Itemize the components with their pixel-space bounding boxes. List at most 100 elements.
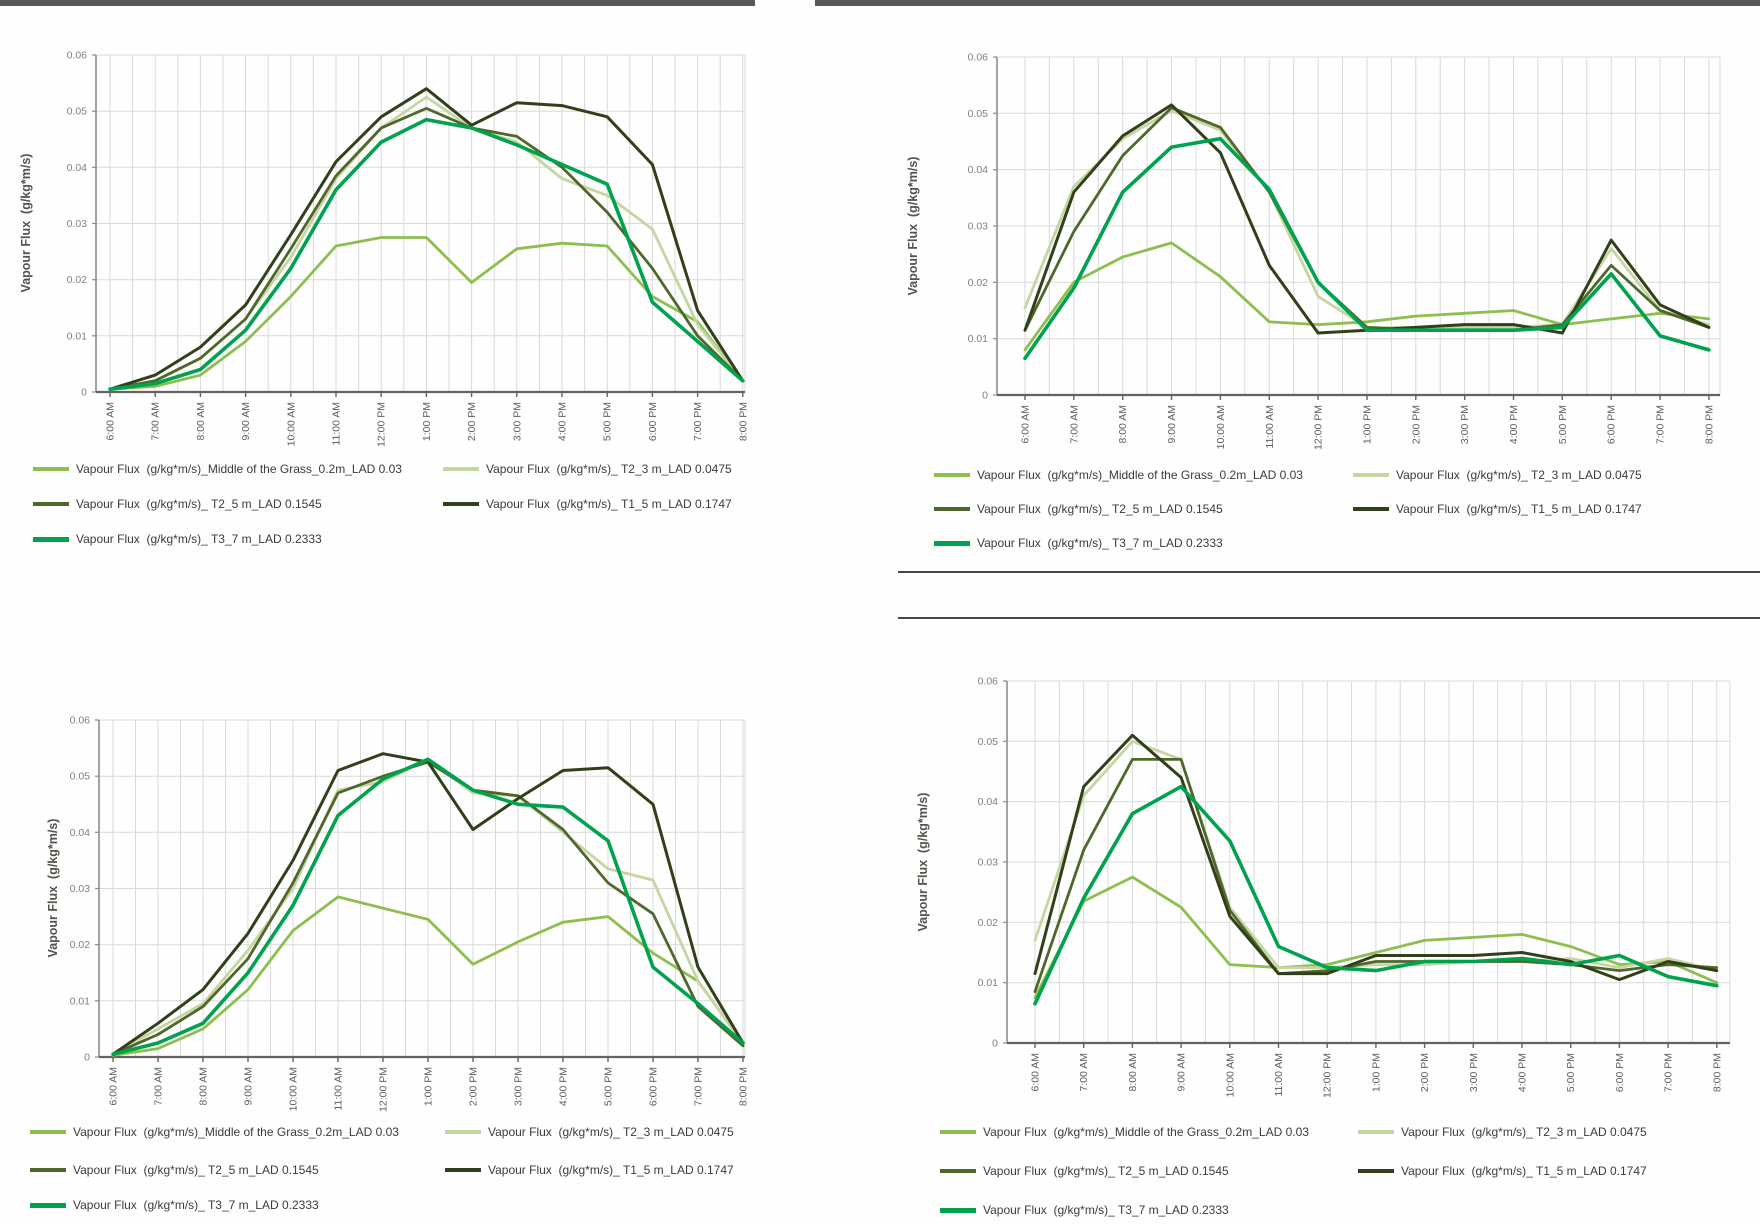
y-tick-label: 0.02	[978, 917, 999, 929]
legend-label: Vapour Flux (g/kg*m/s)_ T2_5 m_LAD 0.154…	[983, 1164, 1229, 1178]
x-tick-label: 9:00 AM	[1176, 1053, 1188, 1092]
legend-swatch	[33, 467, 69, 471]
x-tick-label: 4:00 PM	[558, 1067, 570, 1106]
x-tick-label: 11:00 AM	[1264, 405, 1276, 449]
x-tick-label: 8:00 AM	[1117, 405, 1129, 444]
legend-label: Vapour Flux (g/kg*m/s)_ T3_7 m_LAD 0.233…	[73, 1198, 319, 1212]
y-tick-label: 0.01	[978, 977, 999, 989]
x-tick-label: 6:00 AM	[105, 402, 117, 441]
x-tick-label: 7:00 PM	[693, 1067, 705, 1106]
legend-label: Vapour Flux (g/kg*m/s)_ T2_3 m_LAD 0.047…	[1401, 1125, 1647, 1139]
x-tick-label: 1:00 PM	[423, 1067, 435, 1106]
series-line	[1033, 733, 1719, 982]
legend-label: Vapour Flux (g/kg*m/s)_ T2_5 m_LAD 0.154…	[76, 497, 322, 511]
series-line	[108, 117, 745, 392]
x-tick-label: 2:00 PM	[466, 402, 478, 441]
legend-item: Vapour Flux (g/kg*m/s)_ T2_5 m_LAD 0.154…	[934, 502, 1223, 516]
x-tick-label: 11:00 AM	[333, 1067, 345, 1111]
y-tick-label: 0.03	[70, 883, 91, 895]
x-tick-label: 4:00 PM	[1517, 1053, 1529, 1092]
legend-item: Vapour Flux (g/kg*m/s)_ T2_3 m_LAD 0.047…	[445, 1125, 734, 1139]
x-tick-label: 6:00 AM	[108, 1067, 120, 1106]
y-axis-title: Vapour Flux (g/kg*m/s)	[906, 157, 920, 296]
x-tick-label: 4:00 PM	[557, 402, 569, 441]
x-tick-label: 9:00 AM	[240, 402, 252, 441]
x-tick-label: 6:00 PM	[1606, 405, 1618, 444]
x-tick-label: 5:00 PM	[1557, 405, 1569, 444]
legend-item: Vapour Flux (g/kg*m/s)_ T1_5 m_LAD 0.174…	[445, 1163, 734, 1177]
legend-swatch	[940, 1207, 976, 1213]
legend-label: Vapour Flux (g/kg*m/s)_Middle of the Gra…	[977, 468, 1303, 482]
legend-item: Vapour Flux (g/kg*m/s)_ T1_5 m_LAD 0.174…	[1353, 502, 1642, 516]
y-tick-label: 0.05	[978, 736, 999, 748]
x-tick-label: 3:00 PM	[511, 402, 523, 441]
legend-label: Vapour Flux (g/kg*m/s)_ T1_5 m_LAD 0.174…	[1401, 1164, 1647, 1178]
x-tick-label: 7:00 PM	[692, 402, 704, 441]
legend-item: Vapour Flux (g/kg*m/s)_Middle of the Gra…	[30, 1125, 399, 1139]
legend-label: Vapour Flux (g/kg*m/s)_ T2_3 m_LAD 0.047…	[486, 462, 732, 476]
series-line	[111, 895, 745, 1057]
x-tick-label: 1:00 PM	[1370, 1053, 1382, 1092]
x-tick-label: 8:00 AM	[1127, 1053, 1139, 1092]
legend-label: Vapour Flux (g/kg*m/s)_ T1_5 m_LAD 0.174…	[488, 1163, 734, 1177]
y-tick-label: 0	[84, 1052, 90, 1064]
legend-swatch	[934, 473, 970, 477]
x-tick-label: 7:00 AM	[153, 1067, 165, 1106]
top-border-right	[815, 0, 1760, 6]
x-tick-label: 2:00 PM	[1410, 405, 1422, 444]
legend-swatch	[1353, 473, 1389, 477]
x-tick-label: 6:00 PM	[648, 1067, 660, 1106]
x-tick-label: 12:00 PM	[378, 1067, 390, 1112]
y-tick-label: 0.06	[67, 50, 88, 62]
x-tick-label: 5:00 PM	[603, 1067, 615, 1106]
y-tick-label: 0	[982, 390, 988, 402]
legend-label: Vapour Flux (g/kg*m/s)_ T2_5 m_LAD 0.154…	[73, 1163, 319, 1177]
x-tick-label: 10:00 AM	[1224, 1053, 1236, 1097]
x-tick-label: 8:00 PM	[737, 402, 749, 441]
legend-label: Vapour Flux (g/kg*m/s)_ T2_3 m_LAD 0.047…	[488, 1125, 734, 1139]
legend-item: Vapour Flux (g/kg*m/s)_ T3_7 m_LAD 0.233…	[33, 532, 322, 546]
x-tick-label: 4:00 PM	[1508, 405, 1520, 444]
legend-swatch	[934, 507, 970, 511]
legend-item: Vapour Flux (g/kg*m/s)_ T3_7 m_LAD 0.233…	[30, 1198, 319, 1212]
legend-swatch	[1358, 1130, 1394, 1134]
legend-item: Vapour Flux (g/kg*m/s)_ T1_5 m_LAD 0.174…	[1358, 1164, 1647, 1178]
series-line	[111, 757, 745, 1056]
legend-label: Vapour Flux (g/kg*m/s)_Middle of the Gra…	[73, 1125, 399, 1139]
series-line	[1033, 784, 1719, 1006]
y-tick-label: 0.05	[67, 106, 88, 118]
y-tick-label: 0.06	[70, 715, 91, 727]
x-tick-label: 1:00 PM	[421, 402, 433, 441]
legend-label: Vapour Flux (g/kg*m/s)_ T2_5 m_LAD 0.154…	[977, 502, 1223, 516]
series-line	[1023, 241, 1711, 352]
x-tick-label: 6:00 PM	[1614, 1053, 1626, 1092]
x-tick-label: 2:00 PM	[468, 1067, 480, 1106]
legend-item: Vapour Flux (g/kg*m/s)_ T1_5 m_LAD 0.174…	[443, 497, 732, 511]
x-tick-label: 7:00 PM	[1663, 1053, 1675, 1092]
legend-swatch	[443, 467, 479, 471]
legend-swatch	[940, 1130, 976, 1134]
legend-item: Vapour Flux (g/kg*m/s)_ T3_7 m_LAD 0.233…	[934, 536, 1223, 550]
x-tick-label: 6:00 AM	[1020, 405, 1032, 444]
y-tick-label: 0.03	[968, 221, 989, 233]
x-tick-label: 8:00 AM	[198, 1067, 210, 1106]
series-line	[108, 87, 745, 391]
legend-item: Vapour Flux (g/kg*m/s)_ T2_3 m_LAD 0.047…	[443, 462, 732, 476]
legend-item: Vapour Flux (g/kg*m/s)_ T2_3 m_LAD 0.047…	[1358, 1125, 1647, 1139]
legend-swatch	[445, 1168, 481, 1172]
legend-item: Vapour Flux (g/kg*m/s)_Middle of the Gra…	[940, 1125, 1309, 1139]
top-border-left	[0, 0, 755, 6]
series-line	[108, 236, 745, 391]
legend-item: Vapour Flux (g/kg*m/s)_Middle of the Gra…	[33, 462, 402, 476]
legend-swatch	[934, 540, 970, 546]
legend-item: Vapour Flux (g/kg*m/s)_ T2_3 m_LAD 0.047…	[1353, 468, 1642, 482]
y-tick-label: 0.02	[70, 939, 91, 951]
series-line	[1023, 106, 1711, 332]
legend-item: Vapour Flux (g/kg*m/s)_ T2_5 m_LAD 0.154…	[30, 1163, 319, 1177]
x-tick-label: 8:00 PM	[738, 1067, 750, 1106]
y-tick-label: 0.05	[70, 771, 91, 783]
